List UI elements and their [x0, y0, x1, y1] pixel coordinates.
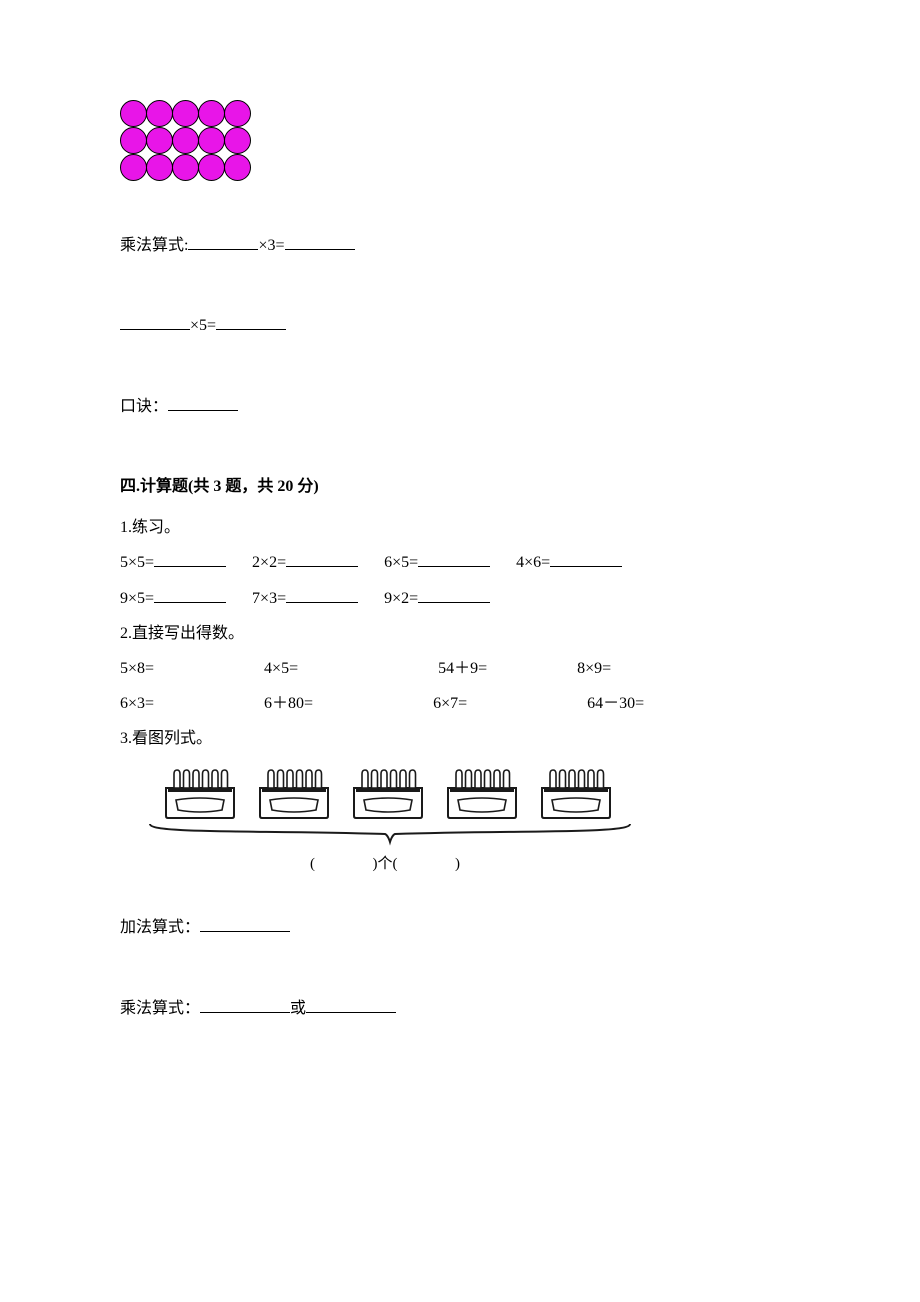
brace: [120, 820, 630, 848]
blank: [286, 550, 358, 568]
box-unit: [536, 766, 616, 820]
q2-row2: 6×3= 6＋80= 6×7= 64－30=: [120, 686, 800, 721]
circle-icon: [172, 154, 199, 181]
math-expr: 5×8=: [120, 660, 154, 677]
mult-expr-line-1: 乘法算式: ×3=: [120, 231, 800, 261]
circle-icon: [224, 154, 251, 181]
blank: [120, 313, 190, 331]
circle-icon: [120, 154, 147, 181]
blank: [188, 232, 258, 250]
box-icon: [160, 766, 240, 820]
add-label: 加法算式：: [120, 919, 200, 936]
mult-expr-line-3: 乘法算式： 或: [120, 994, 800, 1024]
brace-label: ( )个( ): [120, 852, 640, 873]
q2-label: 2.直接写出得数。: [120, 616, 800, 651]
box-icon: [442, 766, 522, 820]
add-expr-line: 加法算式：: [120, 913, 800, 943]
box-unit: [160, 766, 240, 820]
mult-label: 乘法算式:: [120, 237, 188, 254]
mult-expr-line-2: ×5=: [120, 311, 800, 341]
box-icon: [254, 766, 334, 820]
formula-label: 口诀：: [120, 398, 168, 415]
math-expr: 9×5=: [120, 590, 154, 607]
blank: [168, 393, 238, 411]
circles-row: [120, 100, 800, 127]
blank: [550, 550, 622, 568]
q3-label: 3.看图列式。: [120, 721, 800, 756]
math-expr: 4×5=: [264, 660, 298, 677]
circle-icon: [224, 100, 251, 127]
math-expr: 6×7=: [433, 695, 467, 712]
circle-icon: [146, 154, 173, 181]
math-expr: 6＋80=: [264, 695, 313, 712]
blank: [306, 995, 396, 1013]
q2-row1: 5×8= 4×5= 54＋9= 8×9=: [120, 651, 800, 686]
page-content: 乘法算式: ×3= ×5= 口诀： 四.计算题(共 3 题，共 20 分) 1.练…: [0, 0, 920, 1094]
q1-label: 1.练习。: [120, 510, 800, 545]
blank: [285, 232, 355, 250]
circle-icon: [198, 154, 225, 181]
section-4-header: 四.计算题(共 3 题，共 20 分): [120, 472, 800, 496]
circles-row: [120, 154, 800, 181]
blank: [154, 550, 226, 568]
box-unit: [348, 766, 428, 820]
brace-svg: [140, 820, 640, 848]
box-unit: [254, 766, 334, 820]
formula-line: 口诀：: [120, 392, 800, 422]
circle-icon: [224, 127, 251, 154]
blank: [216, 313, 286, 331]
blank: [286, 585, 358, 603]
box-unit: [442, 766, 522, 820]
blank: [200, 995, 290, 1013]
box-icon: [536, 766, 616, 820]
circles-row: [120, 127, 800, 154]
box-icon: [348, 766, 428, 820]
or-text: 或: [290, 1000, 306, 1017]
paren-mid: )个(: [373, 856, 398, 872]
circle-icon: [120, 100, 147, 127]
blank: [200, 915, 290, 933]
math-expr: 7×3=: [252, 590, 286, 607]
blank: [418, 550, 490, 568]
q1-row1: 5×5= 2×2= 6×5= 4×6=: [120, 545, 800, 580]
circle-icon: [198, 127, 225, 154]
boxes-row: [120, 766, 640, 820]
math-expr: 64－30=: [587, 695, 644, 712]
paren-l: (: [310, 856, 315, 872]
times3: ×3=: [258, 237, 284, 254]
math-expr: 9×2=: [384, 590, 418, 607]
math-expr: 54＋9=: [438, 660, 487, 677]
math-expr: 6×5=: [384, 554, 418, 571]
math-expr: 8×9=: [577, 660, 611, 677]
circle-icon: [120, 127, 147, 154]
circle-icon: [172, 100, 199, 127]
mult-label-2: 乘法算式：: [120, 1000, 200, 1017]
q1-row2: 9×5= 7×3= 9×2=: [120, 581, 800, 616]
math-expr: 5×5=: [120, 554, 154, 571]
math-expr: 6×3=: [120, 695, 154, 712]
circles-array: [120, 100, 800, 181]
blank: [418, 585, 490, 603]
circle-icon: [146, 127, 173, 154]
boxes-figure: ( )个( ): [120, 766, 640, 873]
circle-icon: [172, 127, 199, 154]
blank: [154, 585, 226, 603]
math-expr: 2×2=: [252, 554, 286, 571]
math-expr: 4×6=: [516, 554, 550, 571]
circle-icon: [198, 100, 225, 127]
circle-icon: [146, 100, 173, 127]
times5: ×5=: [190, 317, 216, 334]
paren-r: ): [455, 856, 460, 872]
